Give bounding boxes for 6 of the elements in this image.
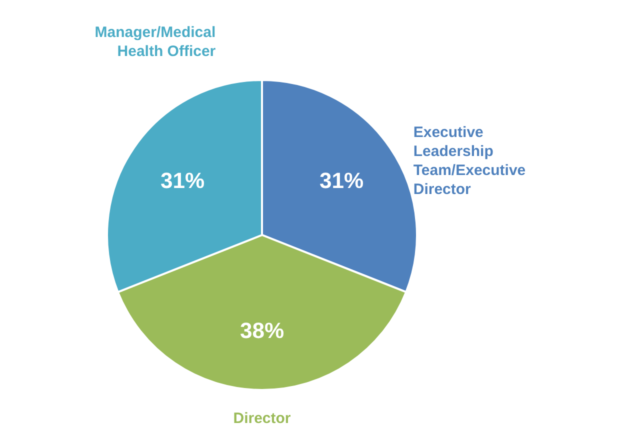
- slice-label: Executive Leadership Team/Executive Director: [413, 124, 526, 198]
- slice-label: Manager/Medical Health Officer: [94, 24, 216, 60]
- slice-label: Director: [233, 410, 291, 427]
- data-label: 38%: [240, 318, 284, 344]
- data-label: 31%: [160, 168, 205, 193]
- data-label: 31%: [319, 168, 364, 193]
